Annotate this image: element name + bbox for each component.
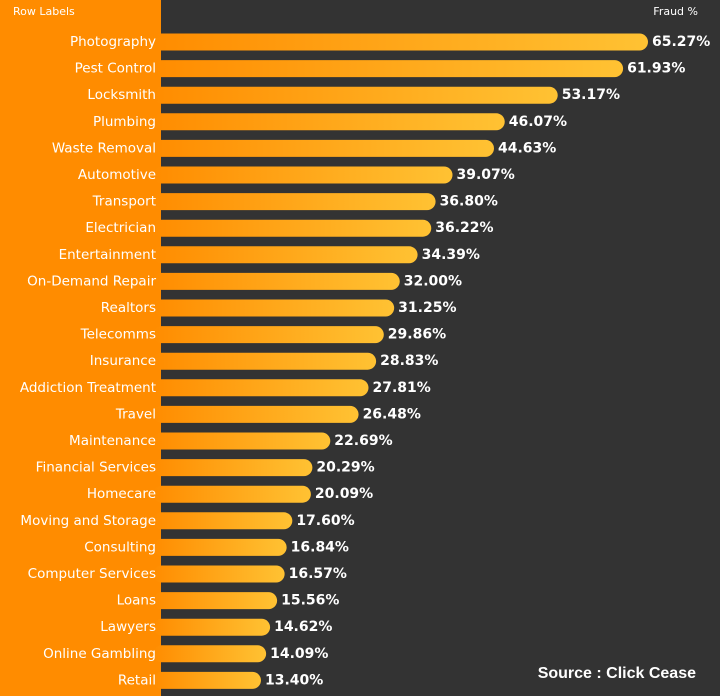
value-label: 29.86% [388, 327, 446, 343]
category-label: Insurance [90, 353, 156, 369]
value-label: 32.00% [404, 273, 462, 289]
category-label: Pest Control [75, 61, 156, 77]
category-label: Lawyers [100, 619, 156, 635]
value-label: 36.80% [440, 194, 498, 210]
category-label: Online Gambling [43, 646, 156, 662]
category-label: Transport [92, 194, 156, 210]
bar [153, 352, 377, 370]
bar [153, 592, 278, 610]
value-label: 20.09% [315, 486, 373, 502]
value-label: 13.40% [265, 672, 323, 688]
category-label: Realtors [101, 300, 156, 316]
row-labels-header: Row Labels [13, 5, 75, 18]
source-caption: Source : Click Cease [537, 665, 696, 682]
value-label: 20.29% [316, 460, 374, 476]
value-label: 65.27% [652, 34, 710, 50]
bar [153, 538, 287, 556]
category-label: Retail [118, 672, 156, 688]
value-label: 26.48% [363, 406, 421, 422]
category-label: Electrician [85, 220, 156, 236]
category-label: Locksmith [87, 87, 156, 103]
bar [153, 299, 395, 317]
value-label: 36.22% [435, 220, 493, 236]
bar [153, 485, 311, 503]
value-header: Fraud % [653, 5, 698, 18]
value-label: 44.63% [498, 140, 556, 156]
category-label: On-Demand Repair [27, 273, 156, 289]
bar [153, 166, 453, 184]
bar [153, 86, 558, 104]
value-label: 61.93% [627, 61, 685, 77]
bar [153, 405, 359, 423]
value-label: 28.83% [380, 353, 438, 369]
category-label: Travel [115, 406, 156, 422]
value-label: 27.81% [372, 380, 430, 396]
value-label: 31.25% [398, 300, 456, 316]
category-label: Homecare [87, 486, 156, 502]
category-label: Consulting [84, 539, 156, 555]
value-label: 17.60% [296, 513, 354, 529]
bar [153, 246, 418, 264]
bar [153, 113, 505, 131]
category-label: Financial Services [36, 460, 156, 476]
value-label: 46.07% [509, 114, 567, 130]
category-label: Telecomms [80, 327, 156, 343]
bar [153, 565, 285, 583]
value-label: 22.69% [334, 433, 392, 449]
bar [153, 326, 384, 344]
category-label: Computer Services [28, 566, 156, 582]
value-label: 16.84% [291, 539, 349, 555]
category-label: Entertainment [59, 247, 156, 263]
bar [153, 219, 432, 237]
category-label: Photography [70, 34, 156, 50]
bar [153, 618, 271, 636]
category-label: Automotive [78, 167, 156, 183]
value-label: 53.17% [562, 87, 620, 103]
bar [153, 272, 400, 290]
value-label: 14.09% [270, 646, 328, 662]
value-label: 34.39% [422, 247, 480, 263]
bar [153, 193, 436, 211]
value-label: 14.62% [274, 619, 332, 635]
category-label: Waste Removal [52, 140, 156, 156]
value-label: 16.57% [289, 566, 347, 582]
category-label: Maintenance [69, 433, 156, 449]
value-label: 39.07% [457, 167, 515, 183]
bar [153, 60, 624, 78]
bar [153, 379, 369, 397]
bar [153, 671, 261, 689]
bar [153, 139, 494, 157]
category-label: Plumbing [93, 114, 156, 130]
value-label: 15.56% [281, 593, 339, 609]
category-label: Moving and Storage [20, 513, 156, 529]
bar [153, 512, 293, 530]
label-panel [0, 0, 161, 696]
bar [153, 459, 313, 477]
category-label: Loans [117, 593, 156, 609]
bar [153, 645, 267, 663]
category-label: Addiction Treatment [20, 380, 156, 396]
bar [153, 432, 331, 450]
bar [153, 33, 648, 51]
